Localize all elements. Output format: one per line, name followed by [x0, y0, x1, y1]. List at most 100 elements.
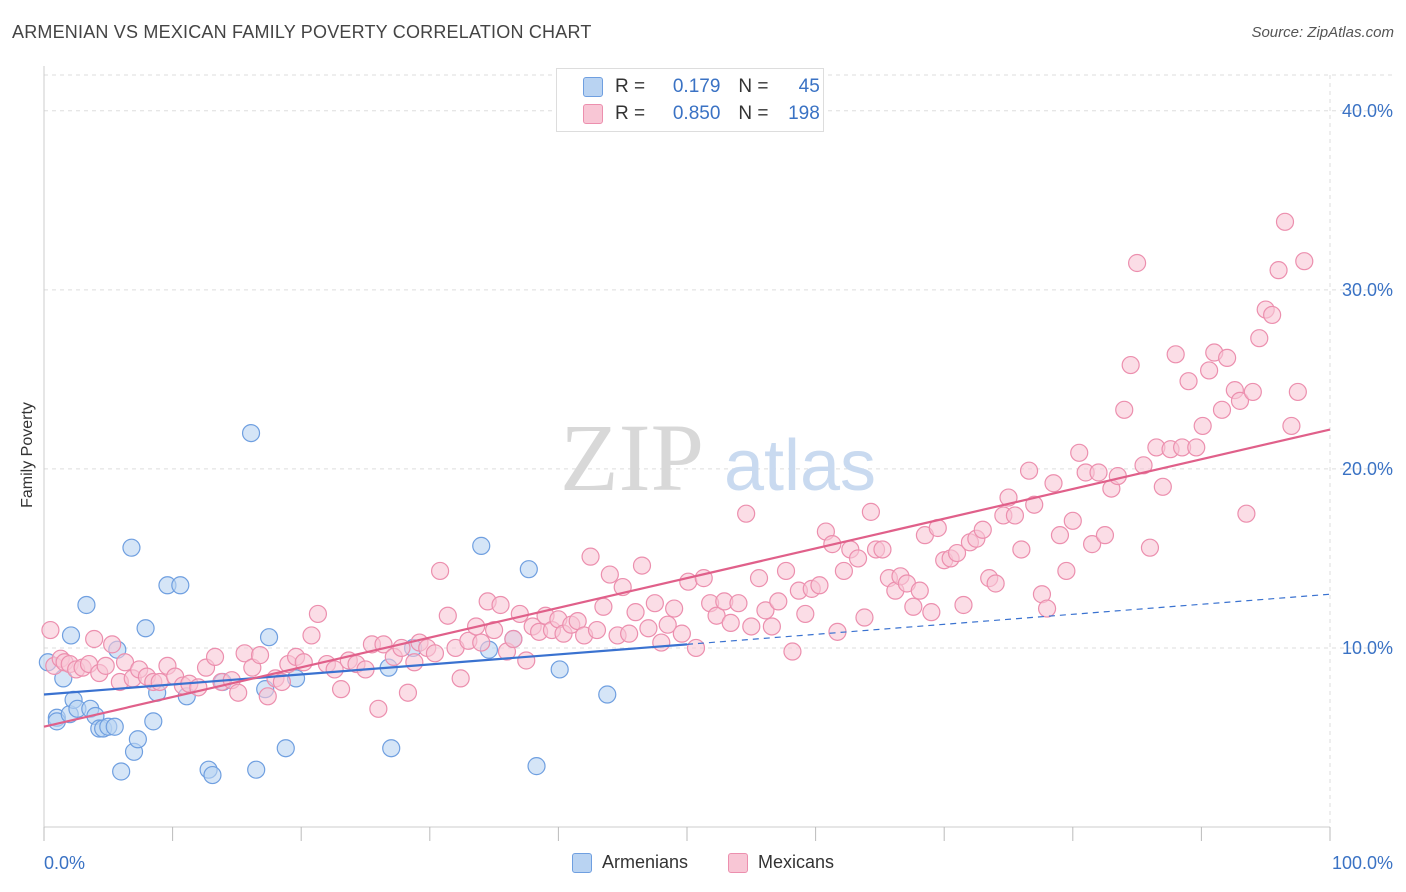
mexicans-legend-label: Mexicans [758, 852, 835, 872]
mexican-point [438, 606, 457, 625]
mexican-point [749, 569, 769, 588]
mexican-point [620, 624, 639, 643]
mexican-point [1057, 561, 1076, 581]
armenian-point [519, 560, 538, 579]
mexican-point [430, 561, 450, 581]
mexican-point [954, 595, 973, 615]
mexican-point [1127, 253, 1147, 273]
mexican-point [587, 620, 607, 640]
mexican-point [1237, 504, 1256, 523]
mexican-point [1243, 382, 1262, 402]
mexican-point [1019, 461, 1039, 480]
x-tick-label-max: 100.0% [1332, 853, 1393, 873]
mexican-point [1250, 329, 1269, 348]
r-value-armenians: 0.179 [672, 76, 721, 97]
mexican-point [810, 576, 829, 595]
mexican-point [1179, 372, 1198, 391]
mexican-point [96, 656, 115, 675]
y-tick-label: 40.0% [1342, 101, 1393, 121]
legend-item-armenians[interactable]: Armenians [571, 852, 688, 873]
mexican-point [665, 599, 684, 618]
mexican-point [910, 581, 929, 600]
mexican-point [308, 604, 328, 624]
mexican-point [873, 540, 892, 559]
mexican-point [205, 647, 225, 667]
mexican-point [331, 680, 351, 699]
mexican-point [861, 502, 880, 521]
armenian-point [527, 757, 546, 776]
mexican-point [1089, 463, 1108, 482]
mexican-point [776, 561, 796, 581]
mexican-point [491, 595, 510, 615]
mexican-point [581, 547, 600, 566]
armenians-swatch [583, 77, 603, 97]
mexican-point [922, 603, 941, 622]
mexican-point [103, 635, 122, 654]
y-tick-label: 20.0% [1342, 459, 1393, 479]
mexican-point [639, 619, 658, 638]
watermark-atlas: atlas [724, 426, 876, 506]
legend-row-armenians: R = 0.179 N = 45 [583, 75, 820, 99]
mexican-point [1187, 438, 1206, 457]
mexican-point [973, 520, 992, 539]
mexican-point [645, 594, 664, 613]
mexican-point [325, 660, 344, 679]
mexican-point [762, 617, 781, 636]
n-label: N = [738, 76, 769, 97]
mexican-point [1218, 348, 1237, 367]
n-value-armenians: 45 [798, 76, 820, 97]
legend-row-mexicans: R = 0.850 N = 198 [583, 102, 820, 126]
mexican-point [783, 642, 802, 661]
legend-item-mexicans[interactable]: Mexicans [728, 852, 834, 873]
mexican-point [1275, 212, 1295, 231]
mexican-point [986, 574, 1005, 593]
mexican-point [425, 644, 445, 663]
mexican-point [398, 683, 418, 702]
tick-labels: 10.0% 20.0% 30.0% 40.0% 0.0% 100.0% [44, 101, 1393, 873]
watermark-zip: ZIP [560, 404, 704, 511]
mexican-point [150, 672, 169, 692]
mexican-point [742, 617, 761, 636]
mexican-point [405, 653, 424, 672]
mexican-point [848, 549, 868, 568]
axes [43, 66, 1331, 841]
mexican-point [632, 556, 652, 575]
armenians-series [38, 423, 617, 785]
armenian-point [241, 423, 261, 443]
mexican-point [1166, 345, 1185, 364]
n-value-mexicans: 198 [788, 103, 820, 124]
mexican-point [472, 633, 491, 652]
mexican-point [1288, 382, 1307, 402]
mexican-point [1200, 361, 1219, 380]
r-label: R = [615, 76, 646, 97]
mexican-point [594, 597, 613, 616]
mexican-point [1295, 252, 1314, 271]
mexicans-trend-line [43, 428, 1331, 728]
mexican-point [737, 504, 756, 523]
source-label: Source: ZipAtlas.com [1251, 24, 1394, 41]
mexican-point [1082, 535, 1102, 554]
armenian-point [112, 762, 131, 781]
mexican-point [834, 561, 853, 581]
mexican-point [672, 624, 691, 643]
mexican-point [1063, 511, 1082, 530]
mexicans-swatch [583, 104, 603, 124]
armenian-point [382, 739, 401, 758]
n-label: N = [738, 103, 769, 124]
armenians-legend-swatch [571, 852, 592, 873]
mexican-point [1282, 416, 1301, 436]
mexican-point [1212, 400, 1232, 419]
mexicans-series [41, 212, 1314, 718]
mexican-point [1025, 495, 1044, 514]
mexican-point [796, 604, 815, 624]
mexican-point [658, 615, 677, 634]
mexican-point [1153, 477, 1172, 496]
armenian-point [128, 730, 147, 749]
armenian-point [61, 626, 81, 645]
armenian-point [136, 619, 155, 638]
mexican-point [517, 651, 536, 670]
mexican-point [1140, 538, 1160, 557]
mexican-point [721, 613, 740, 632]
mexican-point [769, 592, 788, 611]
